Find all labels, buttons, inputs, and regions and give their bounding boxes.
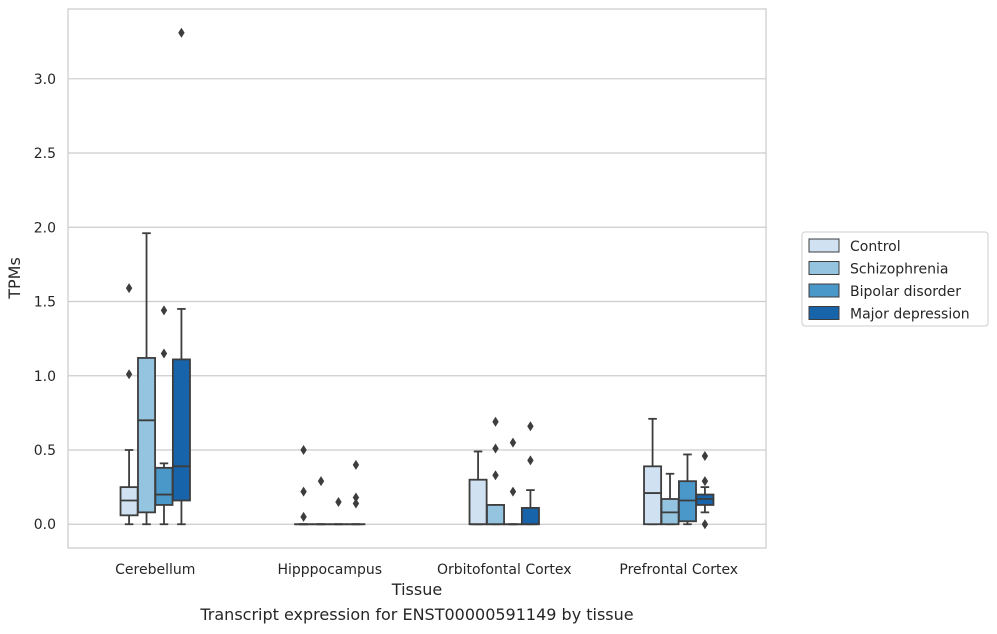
box-iqr [643,465,663,526]
box-control [643,417,663,526]
x-tick-label: Prefrontal Cortex [619,562,738,578]
box-major-depression [346,459,366,526]
outlier-point [352,498,360,509]
box-control [294,445,314,526]
legend-label: Bipolar disorder [850,284,961,300]
legend-frame [801,231,989,327]
outlier-point [300,511,307,522]
outlier-point [178,27,185,38]
y-axis-label: TPMs [5,257,24,300]
x-axis-label: Tissue [391,580,442,599]
outlier-point [335,496,342,507]
y-tick-labels: 0.0 0.5 1.0 1.5 2.0 2.5 3.0 [34,72,56,533]
box-major-depression [695,450,715,530]
outlier-point [509,437,517,448]
outlier-point [527,455,534,466]
box-bipolar-disorder [678,453,697,526]
chart-caption: Transcript expression for ENST0000059114… [200,605,634,624]
outlier-point [492,470,499,481]
legend-swatch [808,283,840,298]
x-tick-label: Orbitofontal Cortex [437,562,572,578]
box-major-depression [520,421,540,526]
outlier-point [509,486,517,497]
x-tick-labels: Cerebellum Hipppocampus Orbitofontal Corte… [115,562,738,578]
boxes [119,27,715,530]
outlier-point [160,305,168,316]
outlier-point [300,445,307,455]
box-iqr [154,466,174,506]
outlier-point [125,369,133,380]
outlier-point [492,416,499,427]
box-iqr [137,357,156,514]
x-tick-label: Hipppocampus [277,562,382,578]
legend-label: Major depression [850,307,970,323]
legend-swatch [808,238,840,253]
legend-label: Control [850,239,901,255]
outlier-point [317,476,325,487]
y-tick-label: 1.0 [34,369,56,385]
legend-swatch [808,306,840,320]
outlier-point [300,486,307,497]
x-tick-label: Cerebellum [115,562,195,578]
box-iqr [520,507,540,526]
legend: Control Schizophrenia Bipolar disorder Majo… [801,231,989,327]
y-tick-label: 3.0 [34,72,56,88]
legend-label: Schizophrenia [850,262,948,278]
y-tick-label: 1.5 [34,295,56,311]
box-iqr [486,504,505,526]
outlier-point [701,519,709,530]
box-schizophrenia [486,416,505,526]
box-iqr [171,358,191,502]
outlier-point [352,492,360,503]
outlier-point [701,476,709,487]
box-control [468,450,488,526]
outlier-point [701,450,709,461]
box-schizophrenia [137,232,156,526]
box-bipolar-disorder [154,305,174,526]
y-tick-label: 2.0 [34,220,56,236]
y-tick-label: 0.5 [34,443,56,459]
outlier-point [125,283,133,294]
box-iqr [468,478,488,526]
y-tick-label: 0.0 [34,517,56,533]
outlier-point [527,421,534,432]
outlier-point [160,348,168,359]
outlier-point [492,443,499,454]
outlier-point [352,459,360,470]
box-schizophrenia [311,476,331,526]
legend-swatch [808,261,840,275]
y-tick-label: 2.5 [34,146,56,162]
box-major-depression [171,27,191,526]
